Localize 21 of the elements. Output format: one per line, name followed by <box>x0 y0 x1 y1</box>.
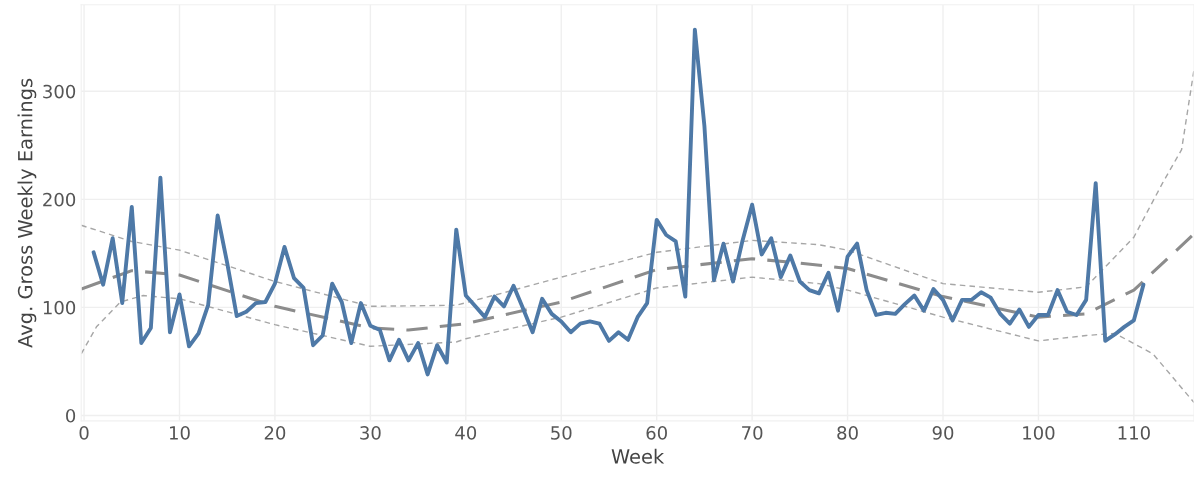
x-tick-label: 30 <box>360 426 381 440</box>
x-tick-label: 0 <box>79 426 89 440</box>
x-tick-label: 70 <box>742 426 763 440</box>
y-tick-label: 200 <box>43 192 76 207</box>
y-axis-title: Avg. Gross Weekly Earnings <box>17 78 37 348</box>
y-tick-label: 0 <box>66 408 76 423</box>
x-tick-label: 100 <box>1023 426 1055 440</box>
x-tick-label: 60 <box>646 426 667 440</box>
x-tick-label: 110 <box>1118 426 1150 440</box>
x-tick-label: 20 <box>264 426 286 440</box>
y-tick-label: 300 <box>43 84 76 99</box>
x-tick-label: 40 <box>455 426 477 440</box>
x-tick-label: 50 <box>551 426 572 440</box>
x-axis-title: Week <box>611 448 665 464</box>
line-series <box>91 27 1146 377</box>
line-series <box>81 276 1194 404</box>
x-tick-label: 80 <box>837 426 858 440</box>
x-tick-label: 90 <box>932 426 954 440</box>
line-series <box>81 232 1194 332</box>
y-tick-label: 100 <box>43 300 76 315</box>
x-tick-label: 10 <box>169 426 190 440</box>
